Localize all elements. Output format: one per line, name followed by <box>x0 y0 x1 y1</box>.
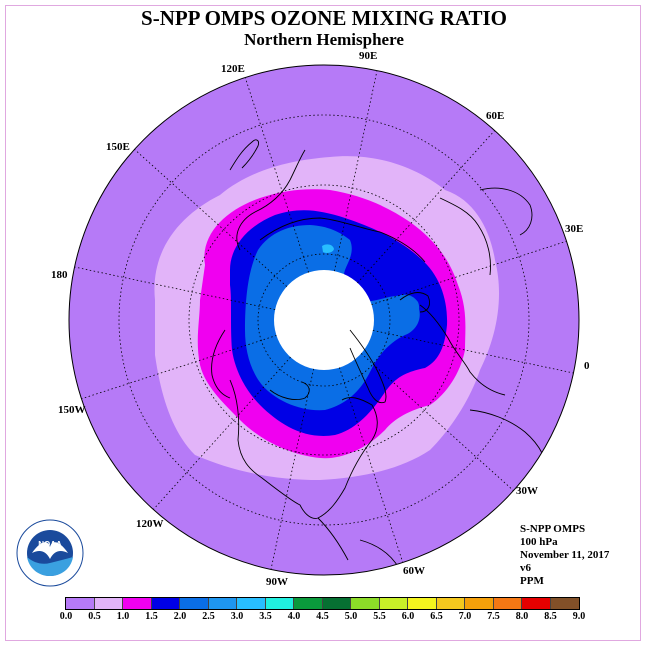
colorbar <box>65 597 580 610</box>
coastline-south-asia <box>439 197 491 276</box>
colorbar-tick-label: 4.0 <box>287 611 301 622</box>
coastline-north-america-east <box>317 397 378 519</box>
instrument-name: S-NPP OMPS <box>520 523 586 535</box>
coastline-north-america-west <box>229 379 319 519</box>
colorbar-swatch <box>351 598 380 609</box>
lon-label-60w: 60W <box>403 565 425 577</box>
colorbar-swatch <box>66 598 95 609</box>
colorbar-tick-label: 8.5 <box>544 611 557 622</box>
graticule <box>74 70 574 570</box>
colorbar-tick-label: 5.0 <box>344 611 358 622</box>
coastline-japan <box>229 139 259 171</box>
lon-label-90w: 90W <box>266 576 288 588</box>
colorbar-swatch <box>465 598 494 609</box>
colorbar-swatch <box>237 598 266 609</box>
colorbar-tick-label: 6.0 <box>401 611 415 622</box>
colorbar-tick-label: 2.5 <box>202 611 215 622</box>
coastline-alaska <box>211 329 231 399</box>
colorbar-swatch <box>493 598 522 609</box>
colorbar-tick-label: 1.5 <box>145 611 158 622</box>
colorbar-swatch <box>180 598 209 609</box>
colorbar-tick-label: 8.0 <box>515 611 529 622</box>
colorbar-ticks: 0.0 0.5 1.0 1.5 2.0 2.5 3.0 3.5 4.0 4.5 5.0 5.5 6.0 6… <box>0 611 648 625</box>
coastlines <box>211 139 549 571</box>
coastline-scandinavia <box>399 292 431 313</box>
coastline-europe <box>419 304 506 396</box>
colorbar-swatch <box>94 598 123 609</box>
latitude-circle <box>118 114 530 526</box>
lon-label-120w: 120W <box>136 518 164 530</box>
colorbar-swatch <box>522 598 551 609</box>
colorbar-swatch <box>322 598 351 609</box>
lon-label-150e: 150E <box>106 141 130 153</box>
colorbar-tick-label: 6.5 <box>430 611 443 622</box>
product-info: S-NPP OMPS 100 hPa November 11, 2017 v6 … <box>520 523 609 588</box>
polar-night-no-data <box>274 270 374 370</box>
noaa-logo-text: NOAA <box>38 540 62 549</box>
colorbar-swatch <box>436 598 465 609</box>
colorbar-swatch <box>550 598 579 609</box>
colorbar-tick-label: 1.0 <box>116 611 130 622</box>
coastline-asia-east <box>236 149 306 251</box>
units-label: PPM <box>520 575 544 587</box>
observation-date: November 11, 2017 <box>520 549 610 561</box>
data-version: v6 <box>520 562 531 574</box>
lon-label-60e: 60E <box>486 110 505 122</box>
colorbar-tick-label: 3.5 <box>259 611 272 622</box>
colorbar-tick-label: 3.0 <box>230 611 244 622</box>
colorbar-swatch <box>408 598 437 609</box>
lon-label-30e: 30E <box>565 223 584 235</box>
coastline-asia-north <box>259 217 426 263</box>
pressure-level: 100 hPa <box>520 536 558 548</box>
ozone-contour-2.0-patch <box>390 294 420 320</box>
colorbar-swatch <box>265 598 294 609</box>
colorbar-tick-label: 0.5 <box>88 611 101 622</box>
ozone-field <box>69 65 579 575</box>
colorbar-tick-label: 2.0 <box>173 611 187 622</box>
map-title: S-NPP OMPS OZONE MIXING RATIO <box>141 6 507 30</box>
figure-frame <box>5 5 641 641</box>
colorbar-swatch <box>379 598 408 609</box>
colorbar-tick-label: 7.0 <box>458 611 472 622</box>
colorbar-swatch <box>294 598 323 609</box>
coastline-hudson-bay <box>269 381 310 401</box>
coastline-greenland <box>349 329 387 404</box>
map-subtitle: Northern Hemisphere <box>244 30 404 49</box>
noaa-logo: NOAA <box>16 519 84 587</box>
colorbar-tick-label: 4.5 <box>316 611 329 622</box>
map-boundary <box>68 64 580 576</box>
colorbar-swatch <box>123 598 152 609</box>
lon-label-180: 180 <box>51 269 68 281</box>
coastline-central-america <box>317 517 349 561</box>
colorbar-swatch <box>208 598 237 609</box>
colorbar-tick-label: 0.0 <box>59 611 73 622</box>
lon-label-150w: 150W <box>58 404 86 416</box>
colorbar-tick-label: 7.5 <box>487 611 500 622</box>
colorbar-swatch <box>151 598 180 609</box>
coastline-arabia <box>479 187 533 236</box>
lon-label-120e: 120E <box>221 63 245 75</box>
colorbar-tick-label: 9.0 <box>572 611 586 622</box>
lon-label-0: 0 <box>584 360 590 372</box>
colorbar-tick-label: 5.5 <box>373 611 386 622</box>
ozone-contour-3.0 <box>322 244 334 253</box>
lon-label-90e: 90E <box>359 50 378 62</box>
lon-label-30w: 30W <box>516 485 538 497</box>
